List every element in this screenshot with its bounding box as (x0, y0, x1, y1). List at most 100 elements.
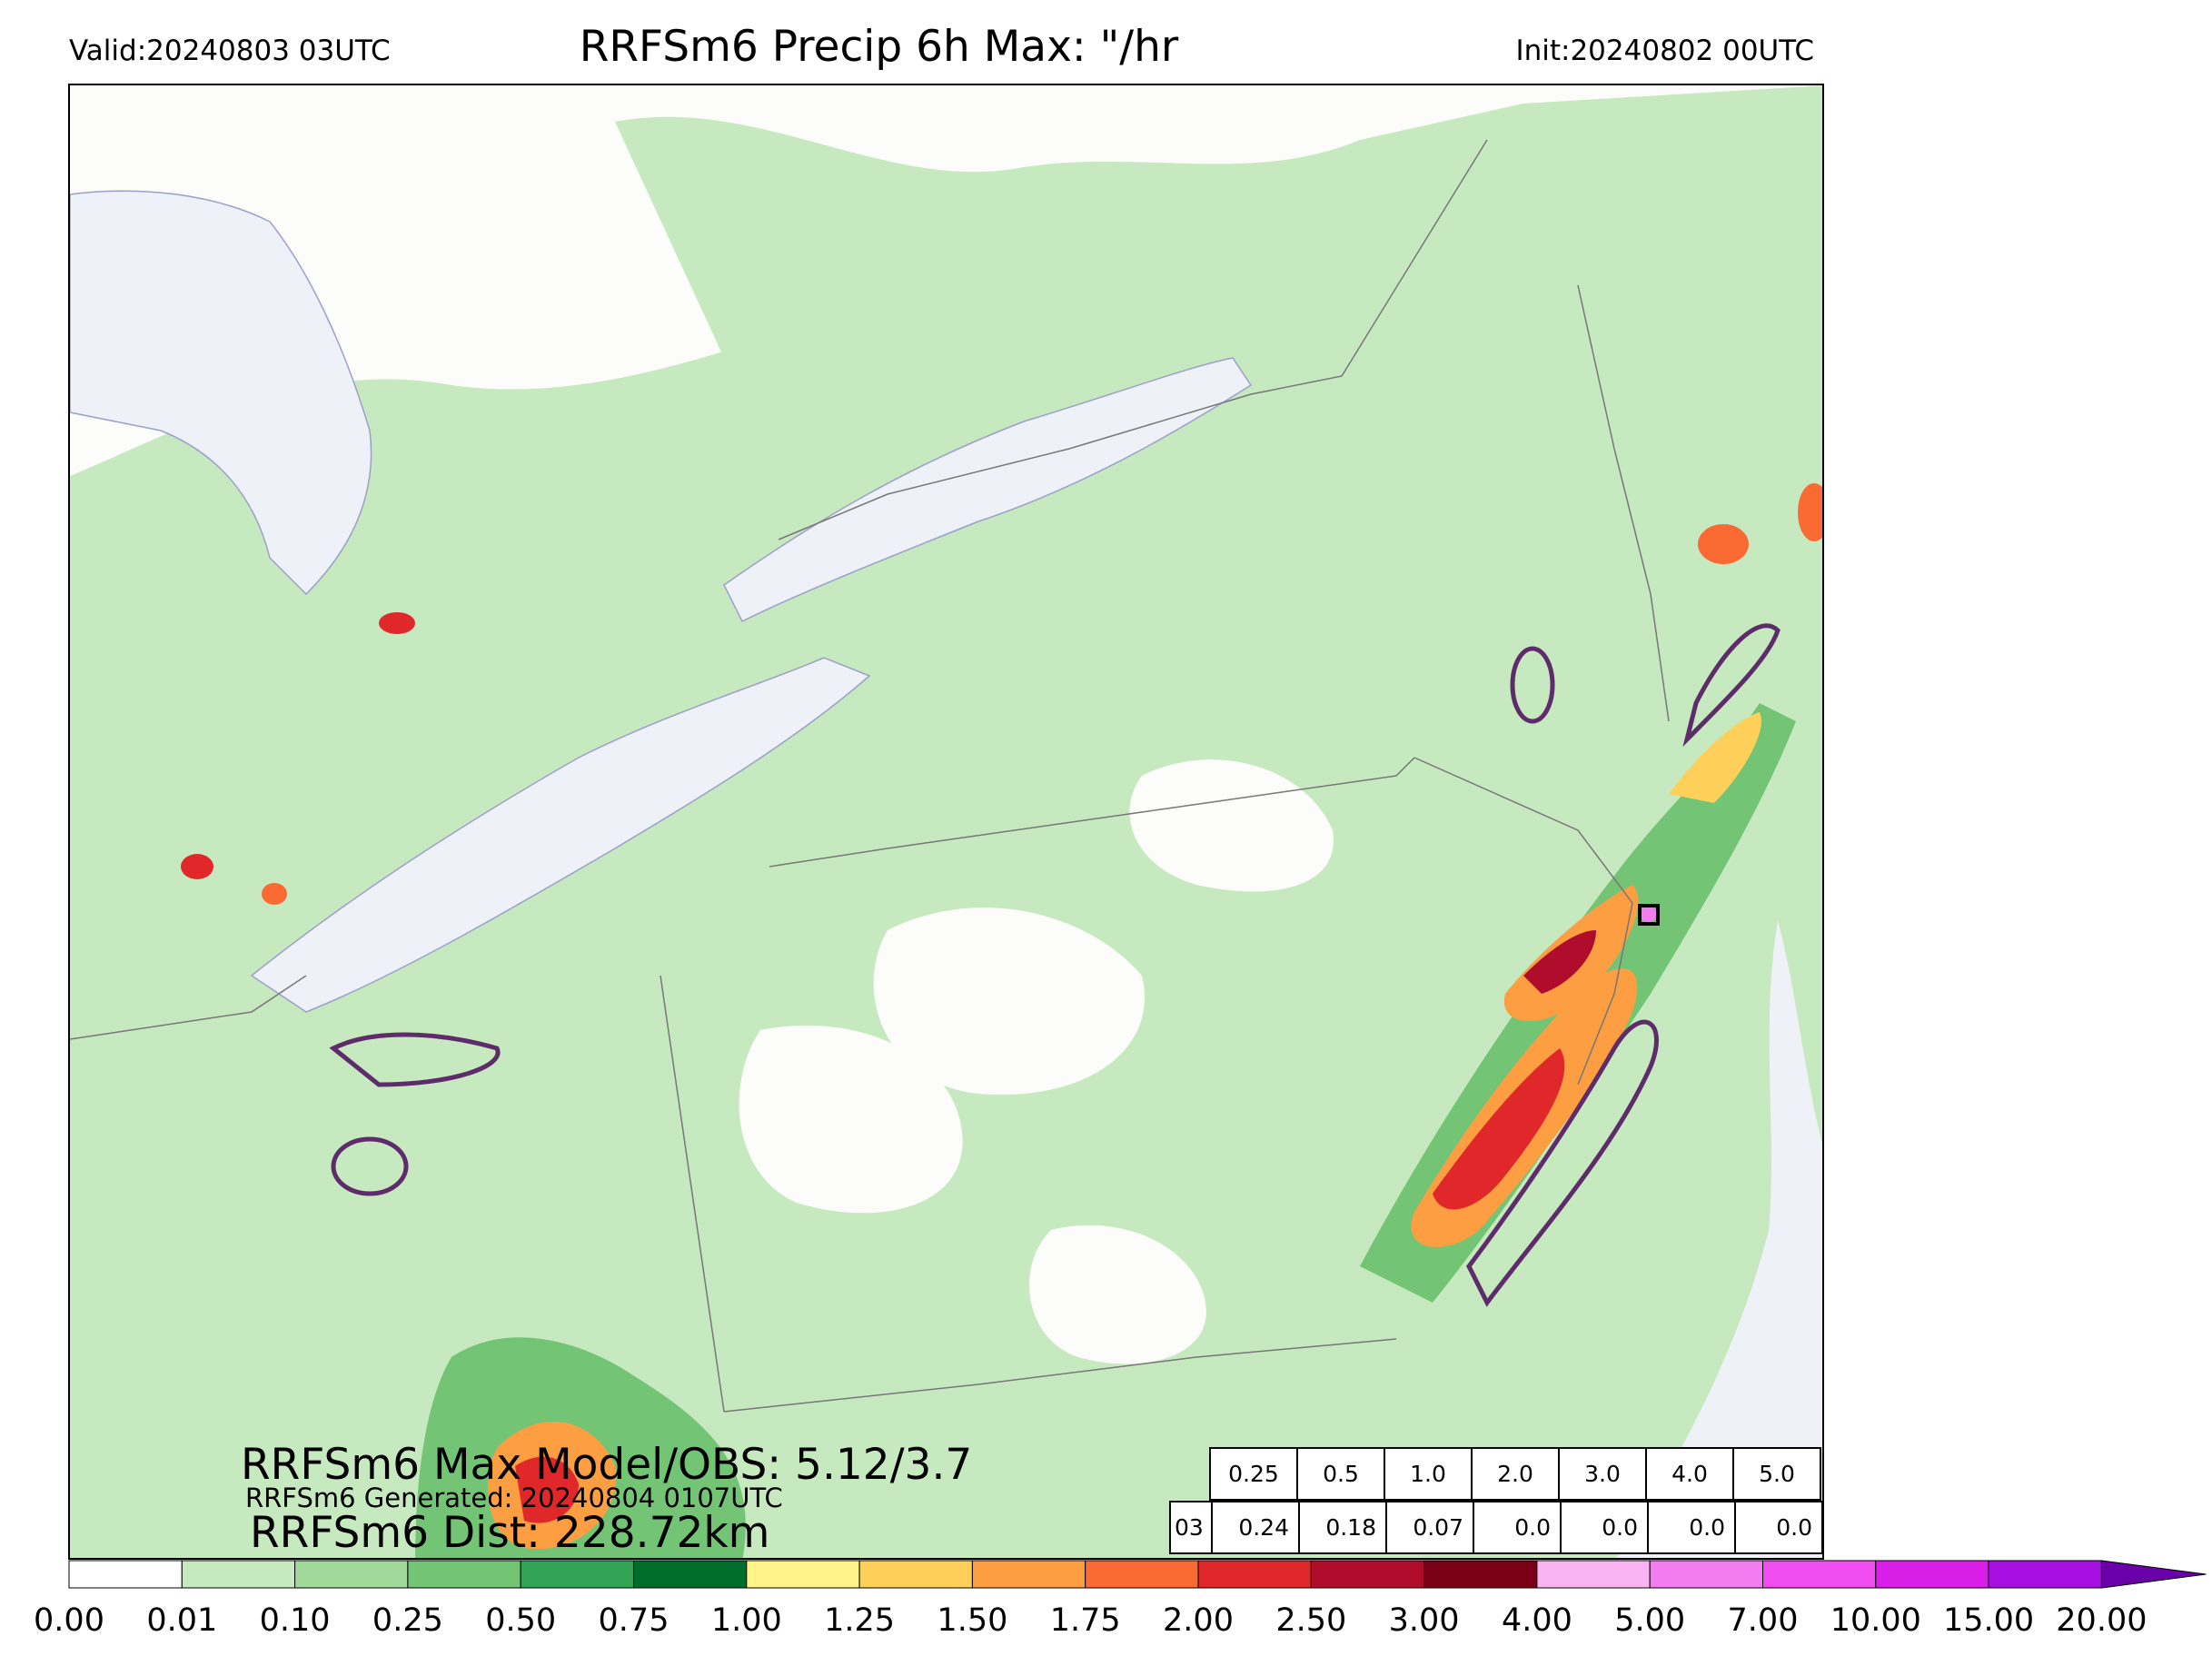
lake-erie (250, 657, 871, 1013)
cell-ny-1 (1798, 483, 1822, 541)
colorbar-segment (181, 1560, 296, 1589)
threshold-cell: 5.0 (1732, 1447, 1821, 1501)
colorbar-tick-label: 0.50 (485, 1602, 557, 1639)
lake-ontario (723, 357, 1253, 623)
obs-max-box (1638, 904, 1660, 926)
heavy-band-2 (1433, 1048, 1565, 1210)
border-ohio (660, 975, 725, 1413)
colorbar-tick-label: 0.10 (259, 1602, 331, 1639)
lake-huron (70, 190, 372, 596)
cell-nj-max (1639, 906, 1657, 922)
obs-contour-2 (1682, 623, 1781, 748)
obs-contour-5 (329, 1032, 501, 1087)
light-precip-north (615, 85, 1822, 375)
dry-area-1 (873, 907, 1146, 1096)
border-nj (1413, 757, 1633, 1086)
dry-area-4 (1029, 1225, 1206, 1364)
threshold-header-table: 0.25 0.5 1.0 2.0 3.0 4.0 5.0 (1209, 1447, 1821, 1501)
init-time-label: Init:20240802 00UTC (1515, 35, 1814, 67)
value-cell: 0.0 (1734, 1501, 1823, 1554)
border-ny-pa (769, 757, 1415, 868)
cell-mi-1 (379, 612, 415, 634)
colorbar-tick-label: 1.00 (710, 1602, 782, 1639)
colorbar-tick-label: 5.00 (1614, 1602, 1686, 1639)
heavy-band-5 (1669, 712, 1761, 803)
threshold-cell: 0.5 (1296, 1447, 1385, 1501)
max-model-obs-label: RRFSm6 Max Model/OBS: 5.12/3.7 (241, 1440, 973, 1490)
colorbar-tick-label: 2.00 (1163, 1602, 1234, 1639)
colorbar-segment (1988, 1560, 2102, 1589)
colorbar-tick-label: 20.00 (2056, 1602, 2148, 1639)
colorbar-tick-label: 1.50 (937, 1602, 1008, 1639)
threshold-cell: 2.0 (1471, 1447, 1560, 1501)
border-ny-east (1577, 284, 1670, 722)
colorbar-tick-label: 1.25 (824, 1602, 896, 1639)
colorbar-tick-label: 0.01 (146, 1602, 218, 1639)
colorbar-segment (68, 1560, 183, 1589)
heavy-band-4 (1523, 930, 1596, 994)
border-pa-md (723, 1338, 1397, 1413)
threshold-cell: 1.0 (1384, 1447, 1473, 1501)
map-canvas (70, 85, 1822, 1558)
border-canada (778, 139, 1488, 540)
value-cell: 0.18 (1298, 1501, 1387, 1554)
colorbar-segment (1536, 1560, 1651, 1589)
colorbar-extend-arrow (2100, 1560, 2207, 1589)
cell-sw-2 (262, 883, 287, 905)
colorbar-tick-label: 1.75 (1049, 1602, 1121, 1639)
chart-title: RRFSm6 Precip 6h Max: "/hr (579, 22, 1179, 72)
cell-sw-1 (181, 854, 213, 879)
colorbar (68, 1560, 2207, 1589)
valid-time-label: Valid:20240803 03UTC (69, 35, 391, 67)
obs-contour-4 (331, 1136, 409, 1196)
colorbar-tick-label: 2.50 (1275, 1602, 1347, 1639)
border-mi (70, 975, 307, 1040)
colorbar-segment (858, 1560, 973, 1589)
generated-time-label: RRFSm6 Generated: 20240804 0107UTC (245, 1483, 783, 1513)
state-borders (70, 139, 1670, 1413)
precip-shading (70, 85, 1822, 1558)
obs-contour-3 (1510, 646, 1555, 724)
observed-contour (329, 623, 1781, 1307)
colorbar-tick-label: 7.00 (1727, 1602, 1799, 1639)
distance-label: RRFSm6 Dist: 228.72km (250, 1508, 770, 1558)
colorbar-segment (1875, 1560, 1989, 1589)
light-precip-area (70, 167, 1822, 1558)
colorbar-tick-label: 0.00 (34, 1602, 104, 1639)
colorbar-segment (633, 1560, 748, 1589)
value-cell: 0.07 (1385, 1501, 1474, 1554)
value-cell: 0.0 (1647, 1501, 1736, 1554)
precip-map (68, 84, 1824, 1560)
colorbar-segment (1197, 1560, 1312, 1589)
colorbar-segment (294, 1560, 409, 1589)
colorbar-segment (520, 1560, 635, 1589)
stats-values-table: 03 0.24 0.18 0.07 0.0 0.0 0.0 0.0 (1169, 1501, 1823, 1554)
colorbar-segment (1310, 1560, 1425, 1589)
value-cell: 0.0 (1560, 1501, 1649, 1554)
colorbar-segment (971, 1560, 1086, 1589)
threshold-cell: 4.0 (1645, 1447, 1734, 1501)
colorbar-segment (407, 1560, 521, 1589)
colorbar-tick-label: 10.00 (1830, 1602, 1921, 1639)
colorbar-segment (1423, 1560, 1538, 1589)
colorbar-tick-label: 15.00 (1942, 1602, 2035, 1639)
dry-area-3 (739, 1025, 963, 1214)
value-cell: 0.0 (1473, 1501, 1562, 1554)
colorbar-tick-label: 4.00 (1501, 1602, 1572, 1639)
colorbar-tick-label: 0.25 (372, 1602, 443, 1639)
threshold-cell: 3.0 (1558, 1447, 1647, 1501)
obs-contour-1 (1466, 1019, 1659, 1307)
colorbar-segment (1762, 1560, 1877, 1589)
hour-cell: 03 (1169, 1501, 1213, 1554)
colorbar-segment (1649, 1560, 1763, 1589)
lakes (70, 190, 1822, 1558)
colorbar-tick-label: 3.00 (1388, 1602, 1460, 1639)
colorbar-tick-label: 0.75 (598, 1602, 670, 1639)
threshold-cell: 0.25 (1209, 1447, 1298, 1501)
cell-pa-1 (1698, 524, 1749, 564)
south-cells-3 (515, 1456, 579, 1523)
colorbar-segment (746, 1560, 860, 1589)
atlantic-ocean (1616, 921, 1822, 1558)
colorbar-segment (1085, 1560, 1199, 1589)
value-cell: 0.24 (1211, 1501, 1300, 1554)
